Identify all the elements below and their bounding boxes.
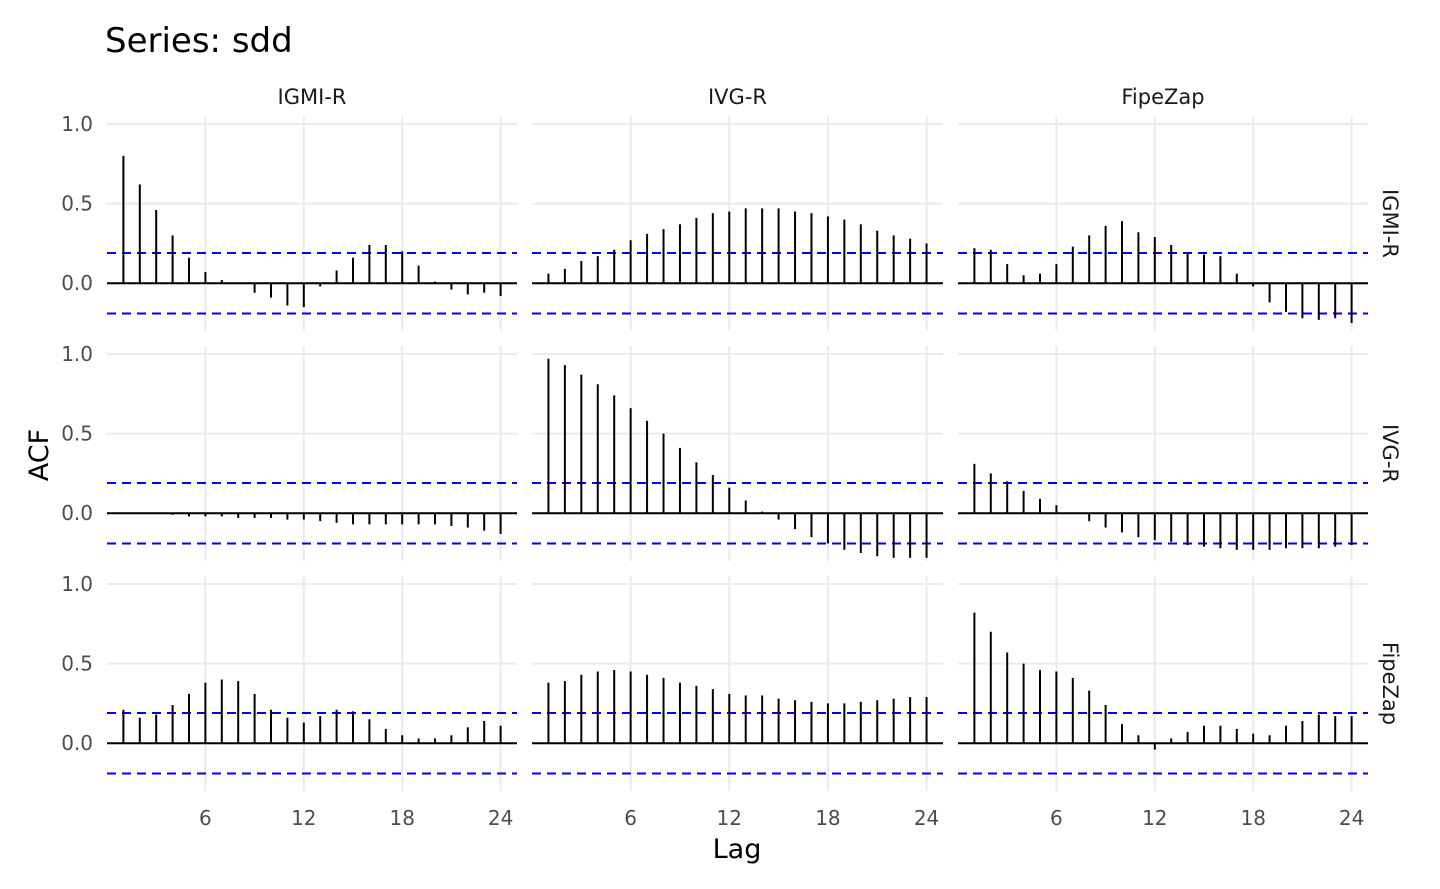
strip-row-igmi-r: IGMI-R <box>1378 189 1402 258</box>
y-tick-label: 0.5 <box>61 652 93 676</box>
x-tick-label: 24 <box>488 806 513 830</box>
panel-fipezap-igmi-r: 0.0 0.5 1.0 6 12 18 24 <box>61 572 517 830</box>
panel-igmi-r-fipezap <box>958 116 1368 331</box>
panel-ivg-r-fipezap <box>958 346 1368 561</box>
x-tick-label: 18 <box>389 806 414 830</box>
strip-col-igmi-r: IGMI-R <box>278 85 347 109</box>
x-axis-title: Lag <box>713 834 762 865</box>
y-tick-label: 0.0 <box>61 271 93 295</box>
panel-igmi-r-igmi-r: 0.0 0.5 1.0 <box>61 112 517 331</box>
x-tick-label: 18 <box>1240 806 1265 830</box>
panel-ivg-r-igmi-r: 0.0 0.5 1.0 <box>61 342 517 561</box>
strip-col-ivg-r: IVG-R <box>708 85 767 109</box>
x-tick-label: 6 <box>199 806 212 830</box>
y-tick-label: 0.0 <box>61 731 93 755</box>
x-tick-label: 12 <box>717 806 742 830</box>
y-tick-label: 0.0 <box>61 501 93 525</box>
strip-row-fipezap: FipeZap <box>1378 642 1402 725</box>
panel-grid: IGMI-R IVG-R FipeZapIGMI-RIVG-RFipeZap0.00… <box>61 85 1402 830</box>
x-tick-label: 6 <box>624 806 637 830</box>
panel-fipezap-ivg-r: 6 12 18 24 <box>532 576 943 830</box>
x-tick-label: 12 <box>1142 806 1167 830</box>
strip-col-fipezap: FipeZap <box>1121 85 1204 109</box>
x-tick-label: 6 <box>1050 806 1063 830</box>
panel-igmi-r-ivg-r <box>532 116 943 331</box>
x-tick-label: 24 <box>914 806 939 830</box>
panel-fipezap-fipezap: 6 12 18 24 <box>958 576 1368 830</box>
y-tick-label: 0.5 <box>61 192 93 216</box>
y-tick-label: 1.0 <box>61 572 93 596</box>
y-axis-title: ACF <box>24 429 55 481</box>
panel-ivg-r-ivg-r <box>532 346 943 561</box>
x-tick-label: 24 <box>1339 806 1364 830</box>
y-tick-label: 1.0 <box>61 342 93 366</box>
y-tick-label: 1.0 <box>61 112 93 136</box>
chart-title: Series: sdd <box>105 21 293 61</box>
y-tick-label: 0.5 <box>61 422 93 446</box>
strip-row-ivg-r: IVG-R <box>1378 424 1402 483</box>
x-tick-label: 12 <box>291 806 316 830</box>
x-tick-label: 18 <box>815 806 840 830</box>
